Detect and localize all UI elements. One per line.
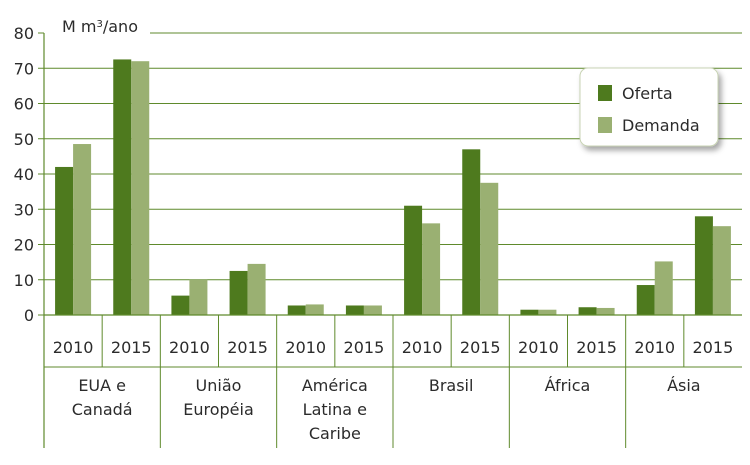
- bar-demanda: [73, 144, 92, 315]
- x-year-label: 2010: [518, 338, 559, 357]
- x-category-label: Canadá: [72, 400, 133, 419]
- y-tick-label: 50: [14, 130, 34, 149]
- x-year-label: 2015: [111, 338, 152, 357]
- x-category-label: África: [545, 376, 591, 395]
- axes: [38, 32, 742, 448]
- x-year-label: 2015: [693, 338, 734, 357]
- x-year-label: 2010: [53, 338, 94, 357]
- y-tick-label: 60: [14, 95, 34, 114]
- x-year-label: 2010: [634, 338, 675, 357]
- x-category-label: Caribe: [309, 424, 361, 443]
- x-category-label: América: [302, 376, 368, 395]
- x-category-label: União: [196, 376, 242, 395]
- bar-demanda: [422, 223, 441, 315]
- x-category-label: Brasil: [429, 376, 474, 395]
- bar-oferta: [404, 205, 423, 315]
- x-year-label: 2015: [460, 338, 501, 357]
- y-tick-label: 30: [14, 200, 34, 219]
- x-category-label: Européia: [183, 400, 254, 419]
- y-tick-label: 10: [14, 271, 34, 290]
- bar-oferta: [345, 305, 364, 315]
- bar-oferta: [636, 285, 655, 315]
- legend: Oferta Demanda: [579, 67, 719, 147]
- legend-box: [579, 67, 719, 147]
- bar-oferta: [462, 149, 481, 315]
- labels: 0 10 20 30 40 50 60 70 80 2010 2015 EUA e Canadá 2010…: [14, 24, 734, 443]
- legend-label-oferta: Oferta: [622, 84, 673, 103]
- x-category-label: Latina e: [303, 400, 367, 419]
- bar-oferta: [694, 216, 713, 315]
- x-category-label: Ásia: [667, 376, 701, 395]
- bar-oferta: [171, 295, 190, 315]
- legend-label-demanda: Demanda: [622, 116, 700, 135]
- bar-oferta: [520, 309, 539, 315]
- bar-demanda: [712, 226, 731, 315]
- y-tick-label: 20: [14, 236, 34, 255]
- x-category-label: EUA e: [78, 376, 126, 395]
- y-tick-label: 0: [24, 306, 34, 325]
- bar-oferta: [287, 305, 306, 315]
- bar-demanda: [189, 279, 208, 315]
- gridlines: [44, 32, 742, 281]
- bar-demanda: [596, 307, 615, 315]
- bar-demanda: [363, 305, 382, 315]
- legend-swatch-oferta: [598, 85, 612, 101]
- y-tick-label: 40: [14, 165, 34, 184]
- unit-label: M m3/ano: [62, 17, 138, 36]
- bar-demanda: [131, 61, 150, 316]
- bar-demanda: [480, 182, 499, 315]
- bar-oferta: [578, 307, 597, 315]
- legend-swatch-demanda: [598, 117, 612, 133]
- x-year-label: 2015: [576, 338, 617, 357]
- bar-demanda: [305, 304, 324, 315]
- y-tick-label: 80: [14, 24, 34, 43]
- bar-oferta: [229, 270, 248, 315]
- x-year-label: 2010: [402, 338, 443, 357]
- bar-demanda: [538, 309, 557, 315]
- x-year-label: 2010: [169, 338, 210, 357]
- bar-oferta: [113, 59, 132, 315]
- x-year-label: 2010: [285, 338, 326, 357]
- bar-oferta: [55, 166, 74, 315]
- y-tick-label: 70: [14, 59, 34, 78]
- x-year-label: 2015: [344, 338, 385, 357]
- bars: [55, 59, 731, 316]
- x-year-label: 2015: [227, 338, 268, 357]
- bar-demanda: [247, 263, 266, 315]
- bar-demanda: [654, 261, 673, 315]
